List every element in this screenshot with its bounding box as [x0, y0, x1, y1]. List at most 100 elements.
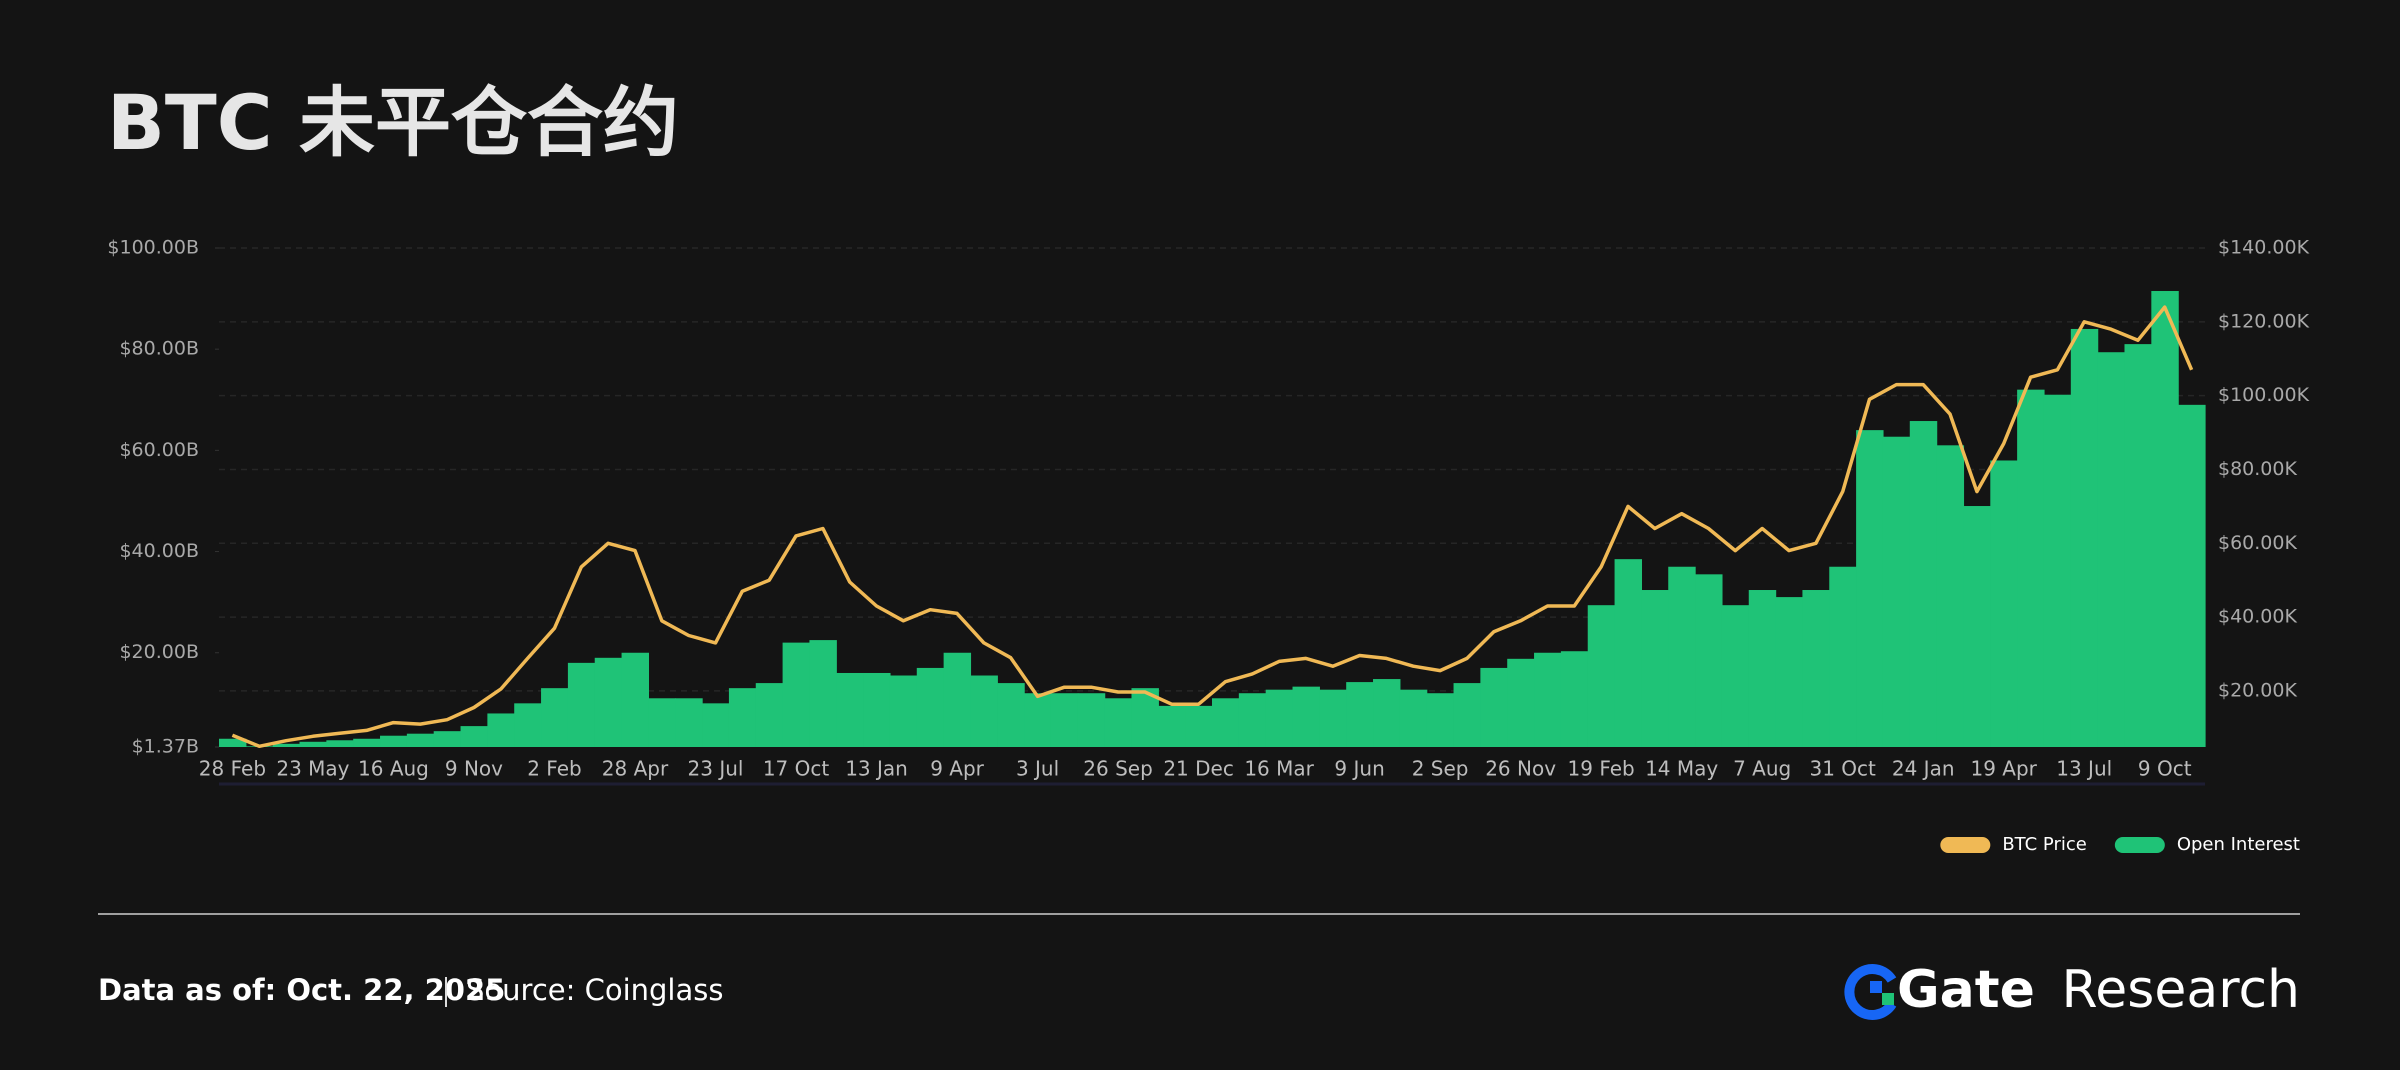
y-tick-label: $80.00B — [119, 338, 199, 360]
bar — [1185, 705, 1213, 747]
y2-tick-label: $100.00K — [2218, 384, 2310, 406]
bar — [1748, 590, 1777, 747]
legend-label: Open Interest — [2177, 834, 2300, 855]
bar — [2151, 291, 2179, 747]
bar — [2097, 352, 2126, 747]
x-tick-label: 16 Mar — [1244, 757, 1314, 781]
x-tick-label: 13 Jan — [845, 757, 908, 781]
x-tick-label: 19 Apr — [1971, 757, 2038, 781]
bar — [2178, 404, 2206, 747]
x-tick-label: 14 May — [1645, 757, 1718, 781]
bar — [1346, 682, 1374, 747]
x-tick-label: 28 Feb — [199, 757, 266, 781]
brand-suffix: Research — [2061, 960, 2300, 1020]
bar — [782, 642, 811, 747]
bar — [487, 713, 515, 747]
brand-logo-icon — [1844, 964, 1897, 1020]
bar — [514, 703, 542, 747]
x-tick-label: 31 Oct — [1809, 757, 1876, 781]
bar — [1319, 689, 1347, 747]
bar — [406, 733, 435, 747]
bar — [997, 683, 1025, 747]
bar — [1453, 683, 1481, 747]
x-tick-label: 7 Aug — [1733, 757, 1791, 781]
x-tick-label: 2 Feb — [527, 757, 582, 781]
bar — [1104, 698, 1133, 747]
bar — [1990, 460, 2018, 747]
chart-title: BTC 未平仓合约 — [107, 78, 679, 167]
bar — [1534, 652, 1562, 747]
x-tick-label: 16 Aug — [358, 757, 429, 781]
bar — [1882, 436, 1911, 747]
bar — [889, 675, 918, 747]
bar — [755, 683, 784, 747]
x-tick-label: 23 Jul — [688, 757, 744, 781]
bar — [1775, 597, 1804, 747]
logo-square — [1870, 981, 1882, 993]
bar — [1829, 566, 1857, 747]
footer-date: Data as of: Oct. 22, 2025 — [98, 973, 505, 1007]
y-tick-label: $100.00B — [107, 237, 199, 259]
brand-name: Gate — [1897, 960, 2035, 1020]
bar — [1668, 566, 1696, 747]
bar — [541, 688, 569, 747]
logo-ring — [1844, 964, 1897, 1020]
bar — [1480, 667, 1508, 747]
bar — [2017, 389, 2045, 747]
y-tick-label: $1.37B — [132, 736, 199, 758]
y-tick-label: $60.00B — [119, 439, 199, 461]
bar — [460, 726, 488, 747]
bar — [648, 698, 676, 747]
x-tick-label: 9 Nov — [445, 757, 503, 781]
bar — [943, 652, 972, 747]
x-tick-label: 13 Jul — [2056, 757, 2112, 781]
bar — [219, 738, 247, 747]
bar — [1909, 421, 1938, 747]
bar — [1695, 574, 1723, 747]
bar — [1238, 693, 1267, 747]
x-tick-label: 21 Dec — [1163, 757, 1234, 781]
bar-series — [219, 291, 2206, 747]
bar — [1802, 590, 1830, 747]
bar — [1587, 605, 1616, 747]
y2-tick-label: $20.00K — [2218, 679, 2297, 701]
bar — [2043, 394, 2072, 747]
bar — [675, 698, 703, 747]
y-tick-label: $40.00B — [119, 540, 199, 562]
bar — [1721, 605, 1750, 747]
y2-tick-label: $60.00K — [2218, 532, 2297, 554]
x-tick-label: 9 Jun — [1334, 757, 1384, 781]
y2-tick-label: $80.00K — [2218, 458, 2297, 480]
x-tick-label: 23 May — [276, 757, 349, 781]
bar — [1426, 693, 1455, 747]
bar — [1399, 689, 1428, 747]
bar — [1614, 559, 1643, 747]
y2-tick-label: $140.00K — [2218, 237, 2310, 259]
x-tick-label: 3 Jul — [1016, 757, 1059, 781]
bar — [272, 743, 301, 747]
bar — [1158, 705, 1186, 747]
x-tick-label: 24 Jan — [1892, 757, 1955, 781]
bar — [1212, 698, 1240, 747]
bar — [1050, 693, 1079, 747]
bar — [836, 672, 864, 747]
x-tick-label: 9 Oct — [2138, 757, 2192, 781]
legend-swatch — [1940, 837, 1991, 853]
bar — [1641, 590, 1669, 747]
x-tick-label: 9 Apr — [930, 757, 984, 781]
legend-swatch — [2114, 837, 2165, 853]
bar — [970, 675, 998, 747]
bar — [1856, 430, 1884, 747]
x-tick-label: 26 Nov — [1485, 757, 1556, 781]
y2-tick-label: $120.00K — [2218, 310, 2310, 332]
bar — [433, 731, 462, 747]
bar — [809, 640, 837, 747]
bar — [380, 735, 408, 747]
x-tick-label: 26 Sep — [1083, 757, 1153, 781]
bar — [299, 741, 327, 747]
bar — [916, 667, 945, 747]
bar — [1265, 689, 1294, 747]
